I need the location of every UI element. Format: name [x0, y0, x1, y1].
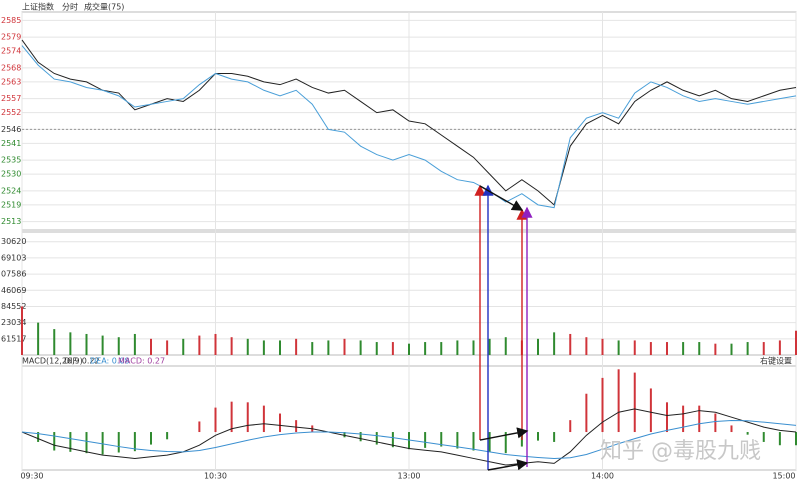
y-tick-label: 2552 [1, 108, 21, 117]
annotation-arrows [474, 184, 533, 471]
volume-title: 成交量(75) [84, 2, 124, 12]
x-tick-label: 10:30 [204, 472, 227, 481]
y-tick-label: 84552 [1, 302, 26, 311]
y-tick-label: 46069 [1, 286, 26, 295]
y-tick-label: 2513 [1, 217, 21, 226]
y-tick-label: 07586 [1, 270, 26, 279]
plot-layer: 09:30 10:30 13:00 14:00 15:00 2585 2579 2574 256… [1, 11, 797, 481]
y-tick-label: 2579 [1, 33, 21, 42]
series-line [21, 419, 797, 459]
series-line [21, 45, 797, 209]
y-tick-label: 23034 [1, 318, 26, 327]
y-tick-label: 2563 [1, 77, 21, 86]
y-tick-label: 2524 [1, 186, 21, 195]
y-tick-label: 2546 [1, 125, 21, 134]
arrow [479, 427, 529, 441]
legend-dea: DEA: 0.08 [90, 357, 130, 366]
watermark: 知乎 @毒股九贱 [600, 439, 761, 464]
y-tick-label: 2557 [1, 94, 21, 103]
y-tick-label: 2568 [1, 63, 21, 72]
series-line [21, 408, 797, 466]
x-tick-label: 13:00 [397, 472, 420, 481]
x-tick-label: 09:30 [20, 472, 43, 481]
y-tick-label: 30620 [1, 237, 26, 246]
x-tick-label: 15:00 [772, 472, 795, 481]
y-tick-label: 61517 [1, 334, 26, 343]
y-tick-label: 69103 [1, 253, 26, 262]
arrow [487, 459, 529, 471]
legend-macd: MACD: 0.27 [118, 357, 165, 366]
settings-note: 右键设置 [760, 356, 792, 366]
y-tick-label: 2519 [1, 200, 21, 209]
y-tick-label: 2585 [1, 16, 21, 25]
y-tick-label: 2541 [1, 139, 21, 148]
chart-subtitle: 分时 [62, 2, 78, 12]
arrow [479, 185, 524, 211]
y-tick-label: 2530 [1, 170, 21, 179]
y-tick-label: 2574 [1, 47, 21, 56]
legend-dif: DIF: 0.22 [64, 357, 100, 366]
x-tick-label: 14:00 [591, 472, 614, 481]
chart-title: 上证指数 [22, 2, 54, 12]
y-tick-label: 2535 [1, 156, 21, 165]
macd-title: MACD(12,26,9) [22, 357, 83, 366]
